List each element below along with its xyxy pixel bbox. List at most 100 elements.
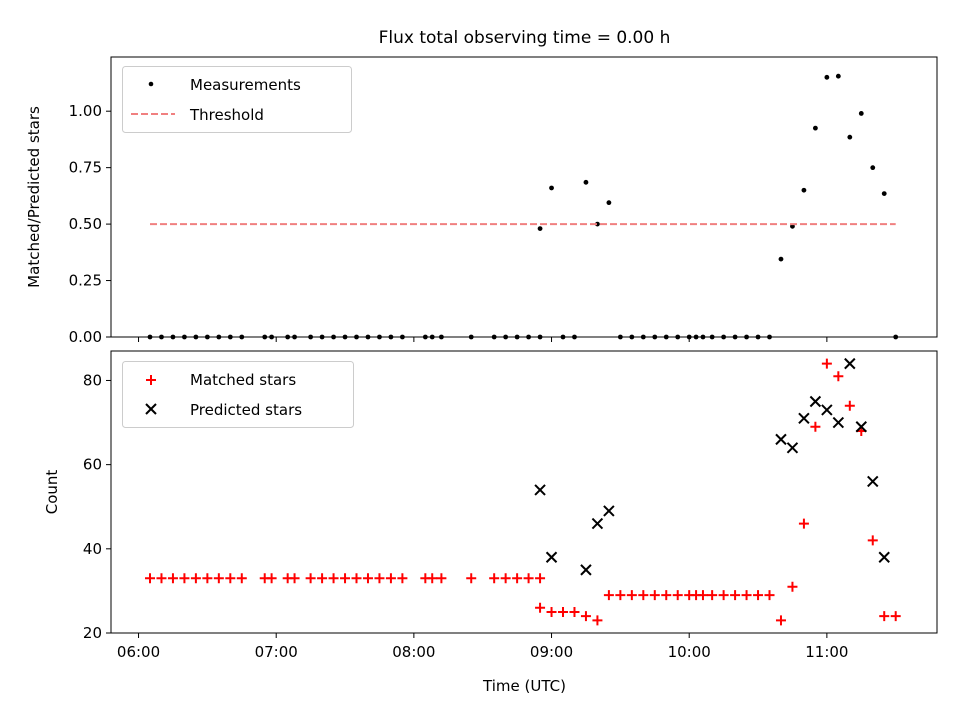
bottom-matched-stars-point bbox=[626, 590, 637, 601]
bottom-predicted-stars-point bbox=[798, 412, 810, 425]
x-tick-label: 10:00 bbox=[668, 643, 711, 661]
bottom-matched-stars-point bbox=[167, 573, 178, 584]
bottom-matched-stars-point bbox=[427, 573, 438, 584]
bottom-matched-stars-point bbox=[305, 573, 316, 584]
top-y-tick-label: 0.50 bbox=[69, 215, 102, 233]
bottom-matched-stars-point bbox=[317, 573, 328, 584]
bottom-matched-stars-point bbox=[730, 590, 741, 601]
bottom-matched-stars-point bbox=[466, 573, 477, 584]
bottom-matched-stars-point bbox=[718, 590, 729, 601]
bottom-matched-stars-point bbox=[179, 573, 190, 584]
bottom-matched-stars-point bbox=[558, 606, 569, 617]
top-measurements-point bbox=[870, 165, 876, 171]
bottom-plot-frame bbox=[110, 350, 938, 634]
bottom-matched-stars-point bbox=[867, 535, 878, 546]
bottom-matched-stars-point bbox=[535, 602, 546, 613]
bottom-matched-stars-point bbox=[385, 573, 396, 584]
bottom-matched-stars-point bbox=[289, 573, 300, 584]
bottom-matched-stars-point bbox=[580, 611, 591, 622]
bottom-plot-data bbox=[145, 357, 901, 626]
top-axis-ticks: 0.00 0.25 0.50 0.75 1.00 bbox=[69, 102, 828, 346]
bottom-matched-stars-point bbox=[202, 573, 213, 584]
bottom-y-axis-label: Count bbox=[43, 470, 61, 515]
bottom-matched-stars-point bbox=[833, 371, 844, 382]
top-chart-title: Flux total observing time = 0.00 h bbox=[379, 28, 671, 48]
bottom-matched-stars-point bbox=[879, 611, 890, 622]
bottom-matched-stars-point bbox=[775, 615, 786, 626]
bottom-legend-box bbox=[122, 361, 354, 428]
top-y-tick-label: 1.00 bbox=[69, 102, 102, 120]
top-measurements-point bbox=[537, 226, 543, 232]
bottom-predicted-stars-point bbox=[867, 475, 879, 488]
bottom-panel: 06:00 07:00 08:00 09:00 10:00 11:00 20 40 60 80 C… bbox=[43, 350, 938, 695]
top-measurements-point bbox=[778, 256, 784, 262]
top-y-tick-label: 0.00 bbox=[69, 328, 102, 346]
x-tick-label: 06:00 bbox=[117, 643, 160, 661]
top-measurements-point bbox=[824, 74, 830, 80]
bottom-legend: Matched stars Predicted stars bbox=[122, 361, 354, 428]
x-axis-label: Time (UTC) bbox=[482, 677, 566, 695]
x-tick-label: 11:00 bbox=[805, 643, 848, 661]
bottom-matched-stars-point bbox=[810, 421, 821, 432]
legend-marker-predicted-stars bbox=[145, 403, 157, 415]
bottom-matched-stars-point bbox=[362, 573, 373, 584]
bottom-matched-stars-point bbox=[798, 518, 809, 529]
bottom-matched-stars-point bbox=[328, 573, 339, 584]
bottom-matched-stars-point bbox=[753, 590, 764, 601]
bottom-predicted-stars-point bbox=[786, 442, 799, 454]
top-measurements-point bbox=[606, 200, 612, 206]
bottom-matched-stars-point bbox=[707, 590, 718, 601]
bottom-predicted-stars-point bbox=[603, 505, 615, 517]
top-measurements-point bbox=[858, 111, 864, 116]
legend-label-matched-stars: Matched stars bbox=[190, 371, 296, 389]
top-measurements-point bbox=[835, 73, 841, 79]
bottom-matched-stars-point bbox=[374, 573, 385, 584]
top-measurements-point bbox=[549, 185, 554, 191]
bottom-matched-stars-point bbox=[569, 606, 580, 617]
bottom-matched-stars-point bbox=[436, 573, 447, 584]
bottom-matched-stars-point bbox=[592, 615, 603, 626]
bottom-predicted-stars-point bbox=[545, 551, 558, 563]
top-measurements-point bbox=[847, 134, 853, 140]
top-measurements-point bbox=[595, 221, 600, 227]
bottom-matched-stars-point bbox=[672, 590, 683, 601]
bottom-axis-ticks: 06:00 07:00 08:00 09:00 10:00 11:00 20 40 60 80 bbox=[83, 371, 849, 661]
bottom-predicted-stars-point bbox=[832, 416, 845, 429]
x-tick-label: 07:00 bbox=[255, 643, 298, 661]
top-legend: Measurements Threshold bbox=[122, 66, 352, 133]
bottom-matched-stars-point bbox=[397, 573, 408, 584]
bottom-predicted-stars-point bbox=[534, 484, 546, 496]
top-measurements-point bbox=[812, 125, 818, 131]
bottom-predicted-stars-point bbox=[580, 564, 592, 576]
bottom-y-tick-label: 80 bbox=[83, 371, 102, 389]
bottom-matched-stars-point bbox=[266, 573, 277, 584]
bottom-matched-stars-point bbox=[638, 590, 649, 601]
top-y-tick-label: 0.25 bbox=[69, 272, 102, 290]
top-y-axis-label: Matched/Predicted stars bbox=[25, 106, 43, 288]
bottom-y-tick-label: 20 bbox=[83, 624, 102, 642]
bottom-predicted-stars-point bbox=[821, 404, 833, 416]
bottom-matched-stars-point bbox=[535, 573, 546, 584]
legend-label-measurements: Measurements bbox=[190, 76, 301, 94]
bottom-y-tick-label: 60 bbox=[83, 456, 102, 474]
bottom-matched-stars-point bbox=[351, 573, 362, 584]
top-measurements-point bbox=[790, 223, 795, 229]
legend-marker-measurements bbox=[148, 81, 154, 87]
bottom-matched-stars-point bbox=[615, 590, 626, 601]
x-tick-label: 09:00 bbox=[530, 643, 573, 661]
bottom-matched-stars-point bbox=[512, 573, 523, 584]
bottom-matched-stars-point bbox=[821, 358, 832, 369]
x-tick-label: 08:00 bbox=[392, 643, 435, 661]
bottom-predicted-stars-point bbox=[775, 433, 787, 446]
legend-marker-matched-stars bbox=[146, 375, 156, 385]
bottom-matched-stars-point bbox=[213, 573, 224, 584]
top-plot-frame bbox=[110, 56, 938, 338]
bottom-y-tick-label: 40 bbox=[83, 540, 102, 558]
bottom-matched-stars-point bbox=[697, 590, 708, 601]
bottom-matched-stars-point bbox=[603, 590, 614, 601]
bottom-matched-stars-point bbox=[236, 573, 247, 584]
bottom-matched-stars-point bbox=[661, 590, 672, 601]
bottom-matched-stars-point bbox=[340, 573, 351, 584]
bottom-matched-stars-point bbox=[225, 573, 236, 584]
